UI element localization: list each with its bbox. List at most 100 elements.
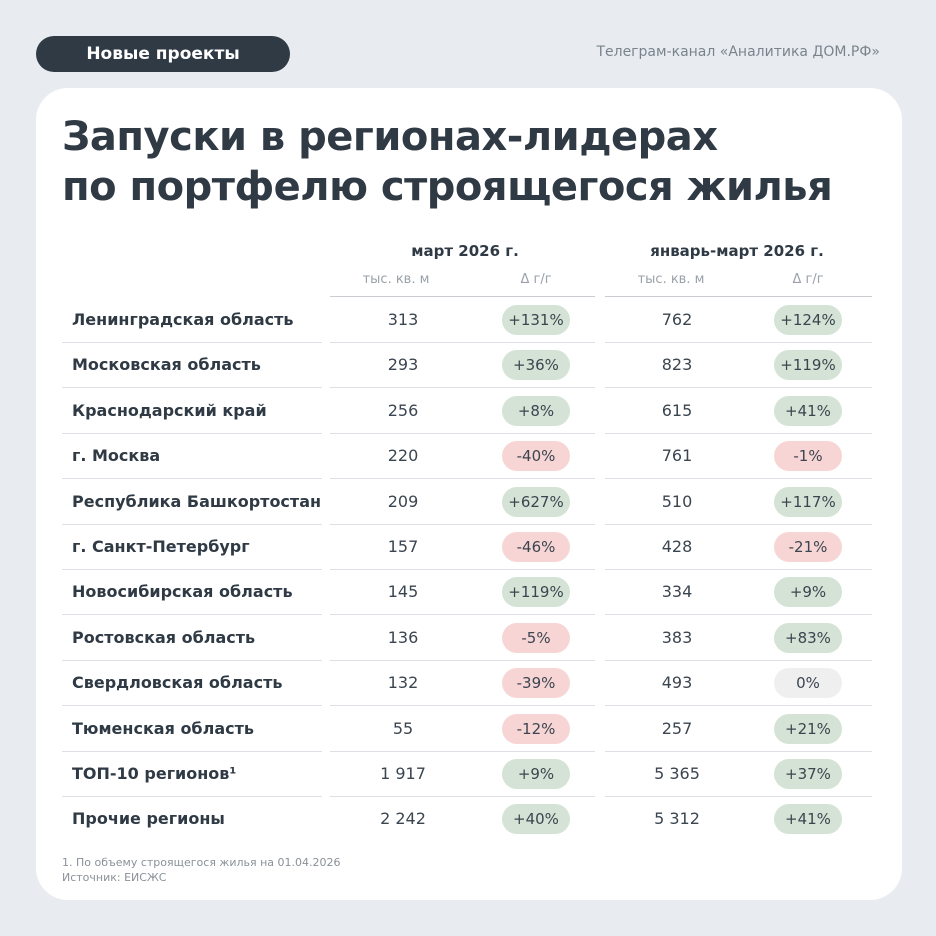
card (36, 88, 902, 900)
row-rule (330, 432, 595, 434)
change-pill: +40% (502, 804, 570, 835)
row-rule (330, 342, 595, 343)
row-rule (330, 614, 595, 616)
row-rule (62, 796, 322, 797)
value: 132 (387, 673, 419, 693)
row-label: г. Москва (72, 446, 161, 466)
tag: Новые проекты (36, 36, 290, 72)
row-label: Краснодарский край (72, 400, 267, 420)
change-pill: +627% (502, 486, 570, 517)
value: 823 (661, 355, 693, 375)
row-rule (330, 796, 595, 797)
row-rule (605, 432, 872, 434)
value: 257 (661, 718, 693, 738)
change-pill: -1% (774, 441, 842, 472)
row-rule (62, 478, 322, 480)
row-rule (605, 614, 872, 616)
value: 5 365 (654, 764, 700, 783)
value: 5 312 (654, 809, 700, 829)
row-rule (605, 796, 872, 797)
header-rule (605, 296, 872, 297)
change-pill: +83% (774, 622, 842, 653)
change-pill: 0% (774, 668, 842, 699)
change-pill: +36% (502, 350, 570, 381)
row-rule (62, 342, 322, 343)
row-label: Свердловская область (72, 673, 283, 693)
value: 2 242 (380, 809, 426, 829)
row-rule (62, 387, 322, 389)
row-rule (330, 569, 595, 570)
row-rule (62, 523, 322, 525)
row-rule (605, 478, 872, 480)
change-pill: -40% (502, 441, 570, 472)
row-label: Московская область (72, 355, 261, 375)
row-label: Республика Башкортостан (72, 491, 322, 511)
row-rule (62, 659, 322, 661)
header-rule (330, 296, 595, 297)
row-label: Ростовская область (72, 627, 256, 647)
row-rule (330, 478, 595, 480)
change-pill: -46% (502, 532, 570, 562)
change-pill: +8% (502, 395, 570, 426)
value: 761 (661, 446, 693, 466)
change-pill: +41% (774, 395, 842, 426)
row-rule (330, 387, 595, 389)
row-label: Тюменская область (72, 718, 254, 738)
value: 615 (661, 400, 693, 420)
sub-header: Δ г/г (520, 272, 552, 287)
row-label: ТОП-10 регионов¹ (72, 764, 237, 783)
value: 493 (661, 673, 693, 693)
value: 762 (661, 310, 693, 329)
title-line: по портфелю строящегося жилья (62, 164, 833, 210)
value: 136 (387, 627, 419, 647)
row-rule (605, 342, 872, 343)
row-rule (605, 569, 872, 570)
change-pill: +41% (774, 804, 842, 835)
value: 1 917 (380, 764, 426, 783)
row-rule (62, 750, 322, 752)
change-pill: +37% (774, 759, 842, 789)
change-pill: +124% (774, 305, 842, 335)
title-line: Запуски в регионах-лидерах (62, 114, 718, 160)
row-rule (605, 750, 872, 752)
value: 220 (387, 446, 419, 466)
value: 334 (661, 582, 693, 602)
change-pill: -5% (502, 622, 570, 653)
row-label: Прочие регионы (72, 809, 225, 829)
group-header: январь-март 2026 г. (650, 242, 824, 260)
sub-header: тыс. кв. м (362, 272, 430, 287)
row-rule (330, 705, 595, 707)
change-pill: +9% (774, 577, 842, 608)
row-rule (62, 569, 322, 570)
change-pill: +9% (502, 759, 570, 789)
row-label: Ленинградская область (72, 310, 294, 329)
change-pill: +131% (502, 305, 570, 335)
source: Телеграм-канал «Аналитика ДОМ.РФ» (596, 44, 880, 60)
row-rule (605, 659, 872, 661)
change-pill: -39% (502, 668, 570, 699)
row-label: г. Санкт-Петербург (72, 537, 250, 556)
sub-header: Δ г/г (792, 272, 824, 287)
change-pill: -21% (774, 532, 842, 562)
change-pill: +21% (774, 713, 842, 744)
row-rule (330, 659, 595, 661)
change-pill: +119% (774, 350, 842, 381)
value: 145 (387, 582, 419, 602)
value: 313 (387, 310, 419, 329)
row-rule (330, 523, 595, 525)
row-label: Новосибирская область (72, 582, 293, 602)
footnote: Источник: ЕИСЖС (62, 871, 167, 884)
row-rule (605, 705, 872, 707)
value: 157 (387, 537, 419, 556)
value: 510 (661, 491, 693, 511)
row-rule (330, 750, 595, 752)
row-rule (62, 614, 322, 616)
value: 209 (387, 491, 419, 511)
value: 256 (387, 400, 419, 420)
row-rule (605, 523, 872, 525)
change-pill: +119% (502, 577, 570, 608)
group-header: март 2026 г. (411, 242, 519, 260)
footnote: 1. По объему строящегося жилья на 01.04.… (62, 856, 341, 869)
value: 293 (387, 355, 419, 375)
